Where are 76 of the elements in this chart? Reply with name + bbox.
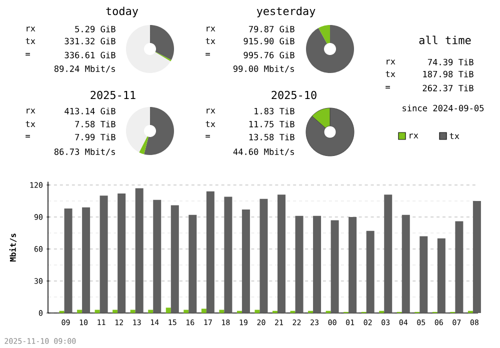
- bar: [130, 310, 136, 313]
- bar: [348, 217, 357, 313]
- text: tx: [206, 38, 216, 44]
- chart-title: today: [106, 6, 138, 18]
- text: 86.73 Mbit/s: [54, 148, 115, 156]
- text: tx: [386, 70, 396, 78]
- text: rx: [26, 108, 36, 114]
- text: 995.76 GiB: [244, 52, 294, 58]
- text: tx: [206, 120, 216, 128]
- text: =: [206, 135, 210, 138]
- text: 413.14 GiB: [64, 108, 116, 114]
- chart-title: yesterday: [256, 6, 316, 18]
- bar: [313, 216, 322, 313]
- bar: [77, 310, 82, 313]
- bar: [188, 214, 197, 313]
- bar: [420, 236, 428, 313]
- chart-title: 2025-10: [272, 90, 316, 100]
- text: tx: [26, 120, 36, 128]
- text: 99.00 Mbit/s: [233, 65, 294, 73]
- text: 13.58 TiB: [249, 134, 294, 140]
- bar: [135, 188, 144, 313]
- text: rx: [206, 26, 216, 32]
- text: 74.39 TiB: [428, 58, 474, 66]
- bar: [455, 221, 464, 313]
- text: rx: [26, 26, 36, 32]
- text: =: [26, 135, 30, 138]
- bar: [94, 310, 100, 313]
- bar: [254, 310, 260, 313]
- bar: [402, 214, 410, 313]
- bar: [100, 196, 108, 313]
- bar: [437, 238, 446, 313]
- bar: [170, 205, 179, 313]
- bar: [295, 216, 304, 313]
- text: 331.32 GiB: [64, 38, 116, 44]
- bar: [242, 210, 250, 313]
- text: 7.99 TiB: [75, 134, 116, 140]
- text: 5.29 GiB: [75, 26, 116, 32]
- bar: [472, 201, 481, 313]
- text: tx: [26, 38, 36, 44]
- bar: [260, 198, 268, 313]
- legend-label: rx: [410, 134, 418, 138]
- legend-label: tx: [450, 132, 460, 140]
- text: =: [26, 53, 30, 56]
- bar: [330, 220, 339, 313]
- bar: [148, 310, 154, 313]
- text: 187.98 TiB: [423, 70, 474, 78]
- bar: [112, 310, 118, 313]
- text: 89.24 Mbit/s: [54, 65, 115, 73]
- text: 7.58 TiB: [75, 120, 116, 128]
- bar: [206, 191, 214, 313]
- text: =: [206, 53, 210, 56]
- text: since 2024-09-05: [402, 104, 484, 112]
- text: 11.75 TiB: [249, 120, 294, 128]
- bar: [384, 194, 392, 313]
- text: =: [386, 86, 390, 88]
- text: rx: [206, 108, 216, 114]
- bar: [153, 200, 162, 313]
- bar: [219, 310, 224, 313]
- bar: [64, 208, 72, 313]
- bar: [201, 308, 206, 313]
- bar: [82, 207, 90, 313]
- text: 262.37 TiB: [422, 84, 474, 92]
- bar: [224, 196, 232, 313]
- bar: [184, 310, 189, 313]
- text: 44.60 Mbit/s: [233, 148, 294, 156]
- bar: [118, 194, 126, 313]
- text: 79.87 GiB: [248, 26, 294, 32]
- bar: [366, 230, 374, 313]
- bar: [278, 194, 286, 313]
- text: rx: [386, 60, 396, 64]
- text: 1.83 TiB: [254, 108, 294, 114]
- chart-title: 2025-11: [90, 90, 136, 100]
- text: 915.90 GiB: [244, 38, 294, 44]
- text: all time: [419, 36, 471, 44]
- bar: [166, 308, 171, 313]
- text: 336.61 GiB: [64, 52, 116, 58]
